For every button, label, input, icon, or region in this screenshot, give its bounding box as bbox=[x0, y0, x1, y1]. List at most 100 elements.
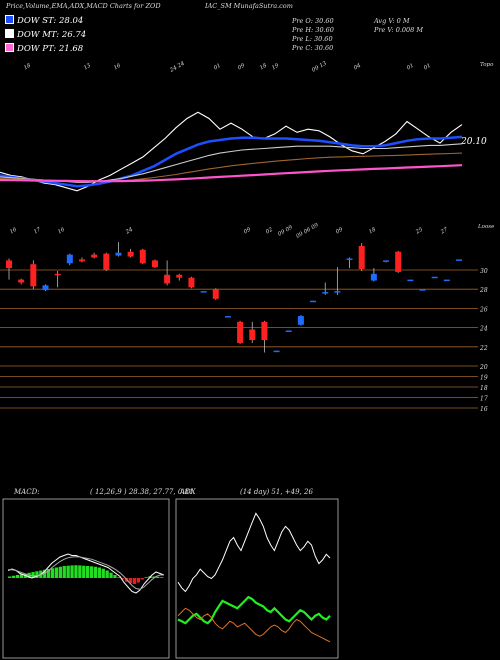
candle-up bbox=[456, 259, 462, 261]
macd-histogram-bar bbox=[121, 578, 125, 580]
candle-up bbox=[273, 350, 280, 353]
price-corner-label: Loose bbox=[478, 224, 495, 230]
macd-histogram-bar bbox=[160, 577, 164, 578]
price-tick-label: 26 bbox=[479, 306, 488, 313]
ema-date-label: 01 bbox=[423, 63, 432, 72]
candle-up bbox=[370, 273, 377, 281]
candle-down bbox=[78, 259, 85, 262]
macd-histogram-bar bbox=[74, 565, 78, 578]
macd-histogram-bar bbox=[43, 569, 47, 578]
price-date-label: 09 bbox=[243, 227, 252, 236]
macd-histogram-bar bbox=[19, 574, 23, 578]
macd-histogram-bar bbox=[128, 578, 133, 584]
candle-down bbox=[261, 321, 268, 341]
ema-series-1 bbox=[0, 135, 463, 188]
candle-down bbox=[103, 253, 110, 270]
adx-series-2 bbox=[177, 607, 331, 643]
price-tick-label: 28 bbox=[479, 287, 488, 294]
macd-line-1 bbox=[8, 556, 164, 590]
ema-date-label: 04 bbox=[353, 63, 362, 72]
candle-up bbox=[383, 260, 390, 262]
ema-date-label: 09 bbox=[237, 63, 246, 72]
adx-title: ADX bbox=[180, 488, 196, 496]
ema-date-label: 19 bbox=[271, 63, 280, 72]
candle-up bbox=[297, 316, 304, 325]
ema-date-label: 01 bbox=[213, 63, 222, 72]
adx-panel-frame bbox=[175, 498, 339, 659]
macd-histogram-bar bbox=[78, 565, 82, 578]
macd-histogram-bar bbox=[97, 567, 101, 578]
price-date-label: 09 bbox=[335, 227, 344, 236]
macd-histogram-bar bbox=[8, 576, 12, 578]
candle-up bbox=[443, 279, 450, 282]
macd-histogram-bar bbox=[54, 567, 59, 578]
pre-high: Pre H: 30.60 bbox=[292, 26, 334, 34]
price-date-label: 25 bbox=[414, 227, 424, 236]
macd-histogram-bar bbox=[58, 566, 62, 578]
chart-title: Price,Volume,EMA,ADX,MACD Charts for ZOD bbox=[6, 2, 161, 10]
candle-down bbox=[151, 260, 158, 268]
candle-down bbox=[91, 254, 98, 258]
ema-series-2 bbox=[0, 143, 463, 183]
candle-down bbox=[395, 251, 402, 272]
price-date-label: 17 bbox=[33, 227, 42, 236]
macd-title: MACD: bbox=[14, 488, 40, 496]
candle-up bbox=[431, 276, 438, 279]
macd-histogram-bar bbox=[35, 571, 39, 578]
legend-dow-st: DOW ST: 28.04 bbox=[5, 15, 83, 26]
candle-down bbox=[139, 249, 146, 264]
legend-swatch-mt bbox=[5, 29, 14, 38]
candle-up bbox=[42, 285, 49, 291]
ema-date-label: 01 bbox=[406, 63, 415, 72]
macd-histogram-bar bbox=[31, 572, 35, 578]
candle-up bbox=[115, 252, 122, 256]
price-date-label: 24 bbox=[124, 227, 134, 236]
ema-date-label: 24 24 bbox=[168, 60, 186, 74]
avg-volume: Avg V: 0 M bbox=[374, 17, 410, 25]
candle-up bbox=[285, 330, 292, 332]
macd-histogram-bar bbox=[113, 575, 117, 578]
candle-up bbox=[334, 291, 341, 293]
macd-histogram-bar bbox=[82, 565, 86, 578]
symbol-label: IAC_SM MunafaSutra.com bbox=[205, 2, 293, 10]
candle-down bbox=[54, 273, 61, 276]
candle-up bbox=[322, 292, 329, 294]
macd-histogram-bar bbox=[47, 569, 51, 578]
macd-histogram-bar bbox=[109, 572, 113, 578]
candle-down bbox=[164, 274, 171, 284]
macd-histogram-bar bbox=[132, 578, 137, 584]
pre-low: Pre L: 30.60 bbox=[292, 35, 333, 43]
candle-down bbox=[249, 329, 256, 341]
candle-down bbox=[30, 264, 37, 287]
candle-down bbox=[212, 289, 219, 299]
adx-series-1 bbox=[177, 595, 331, 625]
price-date-label: 02 bbox=[265, 227, 274, 236]
price-tick-label: 30 bbox=[480, 268, 488, 275]
ema-series-4 bbox=[0, 164, 463, 183]
candle-down bbox=[188, 277, 195, 288]
price-tick-label: 18 bbox=[480, 385, 488, 392]
macd-histogram-bar bbox=[70, 565, 74, 578]
ema-date-label: 16 bbox=[113, 63, 122, 72]
legend-swatch-pt bbox=[5, 43, 14, 52]
macd-histogram-bar bbox=[152, 576, 156, 578]
legend-dow-pt: DOW PT: 21.68 bbox=[5, 43, 83, 54]
macd-line-0 bbox=[7, 553, 165, 594]
legend-label-st: DOW ST: 28.04 bbox=[17, 16, 84, 26]
macd-histogram-bar bbox=[101, 568, 105, 578]
macd-histogram-bar bbox=[140, 578, 144, 580]
legend-label-mt: DOW MT: 26.74 bbox=[17, 30, 87, 40]
price-tick-label: 19 bbox=[480, 375, 488, 382]
pre-open: Pre O: 30.60 bbox=[292, 17, 334, 25]
candle-up bbox=[419, 289, 426, 291]
candle-down bbox=[127, 251, 134, 257]
legend-swatch-st bbox=[5, 15, 14, 24]
macd-histogram-bar bbox=[136, 578, 140, 583]
macd-histogram-bar bbox=[105, 570, 109, 578]
price-date-label: 09 09 bbox=[277, 224, 294, 237]
macd-histogram-bar bbox=[62, 566, 66, 578]
ema-corner-label: Topo bbox=[480, 62, 494, 68]
candle-down bbox=[6, 260, 12, 269]
macd-histogram-bar bbox=[86, 566, 90, 578]
